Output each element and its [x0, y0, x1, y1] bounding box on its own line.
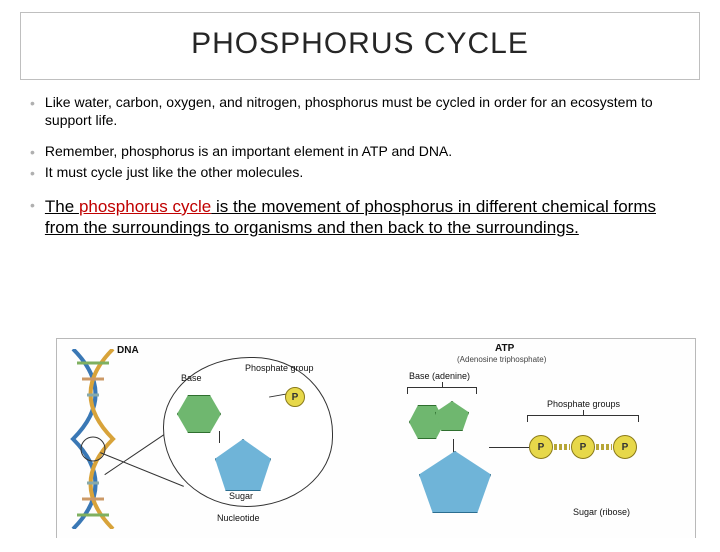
base-label: Base — [181, 373, 202, 383]
molecule-diagram: DNA ATP (Adenosine triphosphate) Base Ph… — [56, 338, 696, 538]
phosphate-icon: P — [285, 387, 305, 407]
bullet-dot-icon: • — [30, 197, 35, 215]
nucleotide-label: Nucleotide — [217, 513, 260, 523]
ribose-shape — [419, 451, 491, 513]
bond-line-icon — [489, 447, 529, 448]
phosphate-icon: P — [529, 435, 553, 459]
bond-line-icon — [453, 439, 454, 453]
dna-helix-icon — [63, 349, 123, 529]
high-energy-bond-icon — [554, 444, 570, 450]
bullet-2b: • It must cycle just like the other mole… — [30, 164, 690, 183]
bond-line-icon — [219, 431, 220, 443]
phosphate-icon: P — [571, 435, 595, 459]
bullet-dot-icon: • — [30, 95, 35, 113]
bullet-dot-icon: • — [30, 144, 35, 162]
phosphorus-cycle-term: phosphorus cycle — [79, 197, 211, 216]
bullet-3-lead: The — [45, 197, 79, 216]
base-adenine-label: Base (adenine) — [409, 371, 470, 381]
phosphate-group-label: Phosphate group — [245, 363, 314, 373]
bullet-1: • Like water, carbon, oxygen, and nitrog… — [30, 94, 690, 129]
bullet-3: • The phosphorus cycle is the movement o… — [30, 196, 690, 239]
bullet-1-text: Like water, carbon, oxygen, and nitrogen… — [45, 94, 690, 129]
sugar-label: Sugar — [229, 491, 253, 501]
bullet-3-text: The phosphorus cycle is the movement of … — [45, 196, 690, 239]
phosphate-bracket-icon — [527, 415, 639, 416]
bullet-2b-text: It must cycle just like the other molecu… — [45, 164, 303, 182]
phosphate-groups-label: Phosphate groups — [547, 399, 620, 409]
sugar-ribose-label: Sugar (ribose) — [573, 507, 630, 517]
title-container: PHOSPHORUS CYCLE — [20, 12, 700, 80]
bullet-list: • Like water, carbon, oxygen, and nitrog… — [0, 88, 720, 239]
bullet-2a-text: Remember, phosphorus is an important ele… — [45, 143, 452, 161]
base-bracket-icon — [407, 387, 477, 388]
atp-sublabel: (Adenosine triphosphate) — [457, 355, 546, 364]
page-title: PHOSPHORUS CYCLE — [21, 27, 699, 61]
phosphate-icon: P — [613, 435, 637, 459]
high-energy-bond-icon — [596, 444, 612, 450]
bullet-2a: • Remember, phosphorus is an important e… — [30, 143, 690, 162]
atp-label: ATP — [495, 343, 514, 354]
adenine-shape — [409, 401, 473, 441]
bullet-dot-icon: • — [30, 165, 35, 183]
